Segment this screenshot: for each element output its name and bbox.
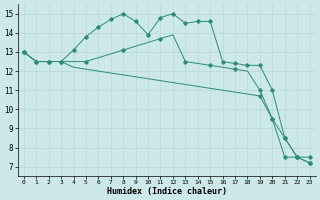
X-axis label: Humidex (Indice chaleur): Humidex (Indice chaleur) [107,187,227,196]
